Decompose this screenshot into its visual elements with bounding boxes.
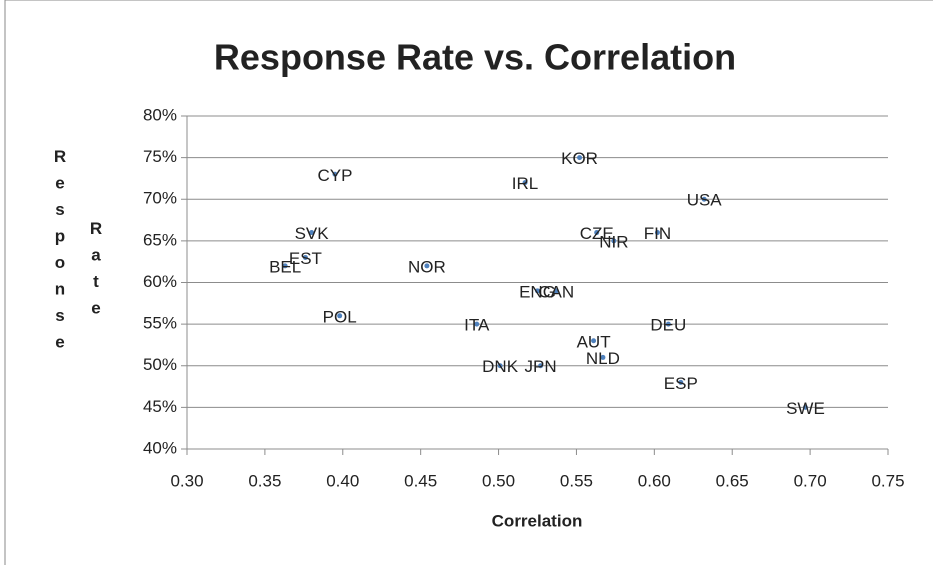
point-label: CAN <box>538 282 574 301</box>
point <box>654 230 660 236</box>
point <box>678 379 684 385</box>
point-label: DEU <box>650 316 686 335</box>
point <box>665 321 671 327</box>
point-label: DNK <box>482 357 519 376</box>
y-tick-label: 40% <box>143 438 177 457</box>
x-tick-label: 0.70 <box>794 471 827 490</box>
x-tick-label: 0.50 <box>482 471 515 490</box>
point-label: ITA <box>464 316 490 335</box>
point-label: FIN <box>644 224 671 243</box>
x-tick-label: 0.55 <box>560 471 593 490</box>
point <box>538 363 544 369</box>
point <box>474 321 480 327</box>
x-tick-label: 0.45 <box>404 471 437 490</box>
point <box>302 255 308 261</box>
point <box>535 288 540 294</box>
y-tick-label: 55% <box>143 314 177 333</box>
point <box>591 338 597 344</box>
y-tick-label: 60% <box>143 272 177 291</box>
point-label: NIR <box>599 232 628 251</box>
x-tick-label: 0.75 <box>871 471 904 490</box>
point <box>701 196 707 202</box>
point-label: NLD <box>586 349 620 368</box>
point <box>594 230 600 236</box>
x-tick-label: 0.35 <box>248 471 281 490</box>
point <box>309 230 315 236</box>
point-label: NOR <box>408 257 446 276</box>
y-tick-label: 65% <box>143 230 177 249</box>
point-label: ESP <box>664 374 698 393</box>
point-label: SWE <box>786 399 825 418</box>
point-label: POL <box>323 307 357 326</box>
x-tick-label: 0.65 <box>716 471 749 490</box>
point <box>802 404 808 410</box>
point <box>553 288 559 294</box>
y-tick-label: 45% <box>143 397 177 416</box>
point <box>337 313 343 319</box>
point-label: KOR <box>561 149 598 168</box>
point <box>332 171 338 177</box>
point-label: EST <box>289 249 322 268</box>
point <box>600 354 606 360</box>
y-tick-label: 70% <box>143 189 177 208</box>
chart-title: Response Rate vs. Correlation <box>214 37 736 78</box>
point-label: SVK <box>295 224 330 243</box>
point <box>424 263 430 269</box>
point-label: USA <box>687 191 723 210</box>
point <box>522 180 528 186</box>
y-tick-label: 80% <box>143 105 177 124</box>
x-tick-label: 0.40 <box>326 471 359 490</box>
x-tick-label: 0.30 <box>170 471 203 490</box>
point-label: CZE <box>580 224 614 243</box>
point-label: AUT <box>577 332 611 351</box>
x-tick-label: 0.60 <box>638 471 671 490</box>
y-tick-label: 75% <box>143 147 177 166</box>
point <box>577 155 583 161</box>
point-label: CYP <box>318 166 353 185</box>
point <box>611 238 617 244</box>
point-label: JPN <box>525 357 557 376</box>
point-label: ENG <box>519 282 556 301</box>
point <box>497 363 503 369</box>
point-label: BEL <box>269 257 301 276</box>
x-axis-label: Correlation <box>492 511 583 530</box>
point <box>282 263 288 269</box>
point-label: IRL <box>512 174 538 193</box>
y-tick-label: 50% <box>143 355 177 374</box>
